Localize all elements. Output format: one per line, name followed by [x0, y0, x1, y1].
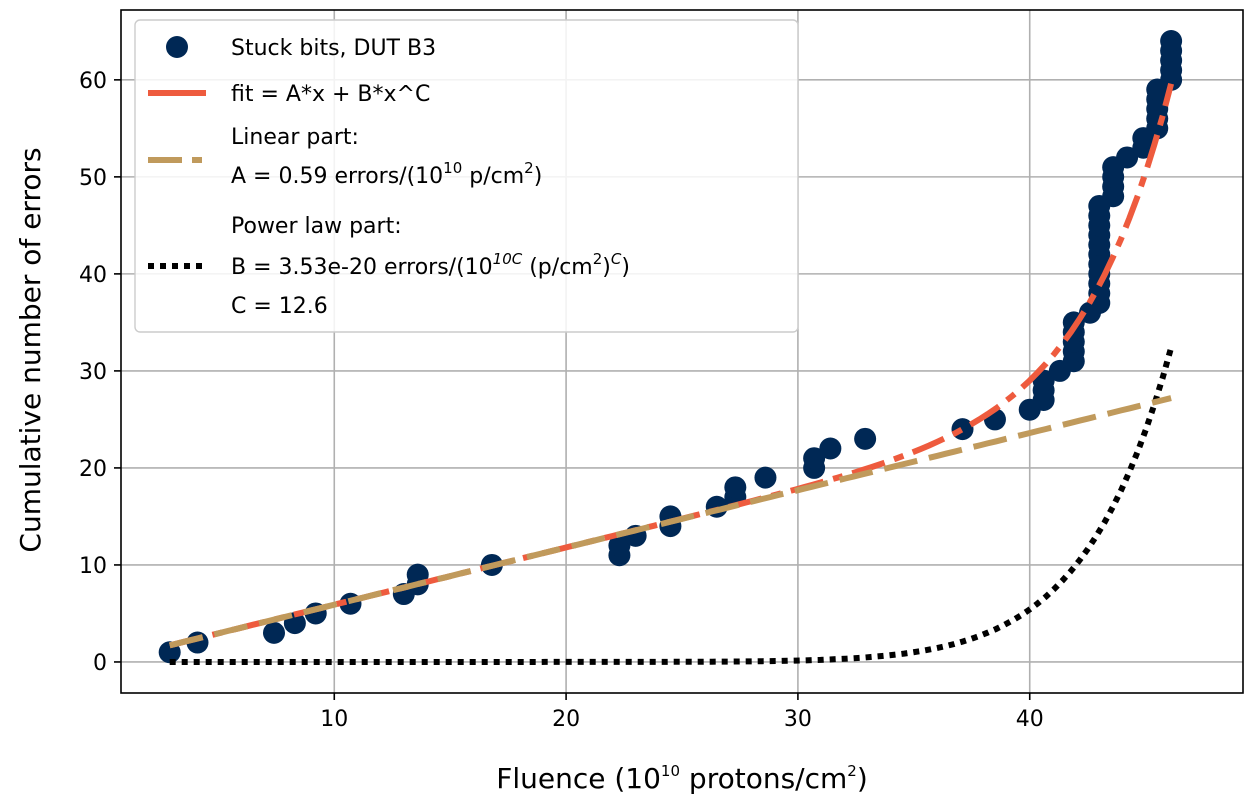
- data-point: [803, 447, 826, 470]
- legend-label-power-law-b: B = 3.53e-20 errors/(1010C (p/cm2)C): [231, 250, 630, 280]
- y-tick-label: 10: [79, 554, 107, 579]
- y-tick-label: 40: [79, 263, 107, 288]
- legend-box: [134, 19, 799, 333]
- legend-marker-stuck-bits: [166, 36, 188, 58]
- data-point: [819, 437, 842, 460]
- y-tick-label: 50: [79, 166, 107, 191]
- axis-ticks: 10 20 30 40 0 10 20 30 40 50 60: [79, 69, 1044, 732]
- x-tick-label: 30: [784, 707, 812, 732]
- data-point: [854, 427, 877, 450]
- y-axis-label: Cumulative number of errors: [14, 147, 47, 552]
- plot-series: [158, 30, 1183, 665]
- data-point: [724, 476, 747, 499]
- legend-label-stuck-bits: Stuck bits, DUT B3: [231, 36, 436, 61]
- y-tick-label: 30: [79, 360, 107, 385]
- y-tick-label: 0: [93, 651, 107, 676]
- legend-label-linear: Linear part:: [231, 125, 359, 150]
- data-point: [1116, 146, 1139, 169]
- linear-part-line: [168, 395, 1172, 649]
- y-tick-label: 60: [79, 69, 107, 94]
- legend-label-fit: fit = A*x + B*x^C: [231, 82, 430, 107]
- legend: Stuck bits, DUT B3 fit = A*x + B*x^C Lin…: [134, 19, 799, 333]
- x-tick-label: 40: [1016, 707, 1044, 732]
- data-point: [608, 534, 631, 557]
- legend-label-power-law: Power law part:: [231, 214, 402, 239]
- x-tick-label: 10: [320, 707, 348, 732]
- legend-label-linear-value: A = 0.59 errors/(1010 p/cm2): [231, 159, 542, 189]
- legend-label-power-law-c: C = 12.6: [231, 294, 328, 319]
- x-axis-label: Fluence (1010 protons/cm2): [496, 762, 868, 795]
- y-tick-label: 20: [79, 457, 107, 482]
- plot-frame: [120, 9, 1244, 694]
- x-tick-label: 20: [552, 707, 580, 732]
- data-point: [754, 466, 777, 489]
- data-point: [1160, 30, 1183, 53]
- data-point: [263, 621, 285, 644]
